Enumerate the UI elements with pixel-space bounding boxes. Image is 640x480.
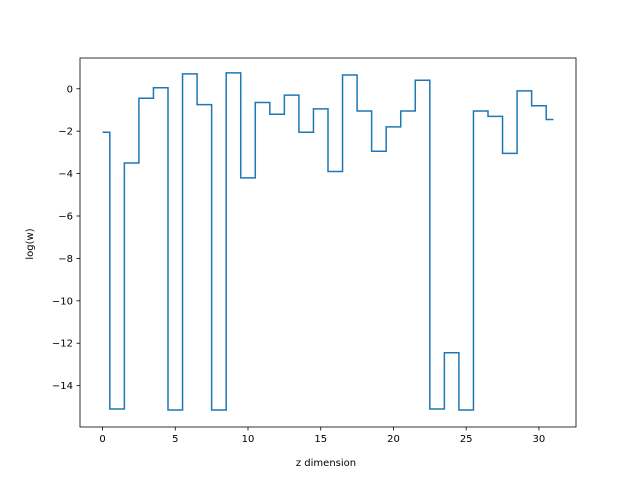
plot-area	[102, 72, 554, 411]
y-tick-label: −14	[52, 381, 73, 392]
y-tick-label: −12	[52, 339, 73, 350]
x-tick-label: 15	[314, 434, 327, 445]
x-axis-label: z dimension	[296, 458, 356, 469]
x-tick-label: 20	[387, 434, 400, 445]
y-tick-label: −6	[58, 211, 73, 222]
y-axis-label: log(w)	[25, 228, 36, 259]
x-tick-label: 10	[242, 434, 255, 445]
y-tick-label: −8	[58, 254, 73, 265]
axes: 0 5 10 15 20 25 30 0 −2 −4 −6 −8 −10 −12 −14	[52, 57, 577, 445]
y-tick-label: −2	[58, 127, 73, 138]
x-tick-label: 5	[172, 434, 178, 445]
y-tick-label: −10	[52, 296, 73, 307]
x-tick-label: 30	[533, 434, 546, 445]
y-tick-label: 0	[67, 84, 73, 95]
x-tick-label: 25	[460, 434, 473, 445]
series-line-0	[102, 72, 554, 411]
axes-frame	[79, 57, 577, 428]
y-tick-label: −4	[58, 169, 73, 180]
x-tick-label: 0	[99, 434, 105, 445]
